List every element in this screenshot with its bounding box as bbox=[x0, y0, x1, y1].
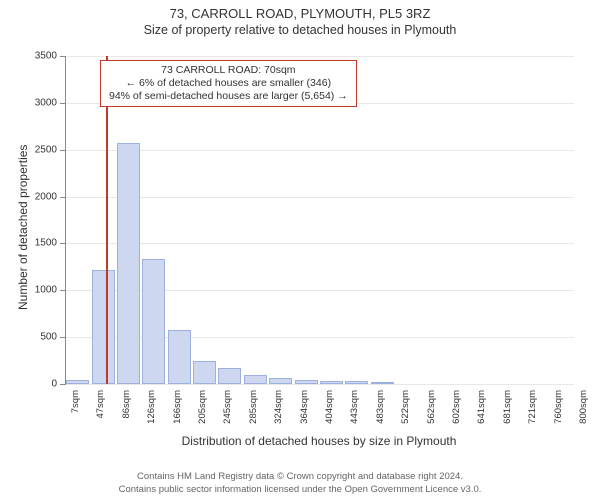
xtick-label: 86sqm bbox=[121, 390, 132, 435]
annotation-box: 73 CARROLL ROAD: 70sqm ← 6% of detached … bbox=[100, 60, 357, 107]
xtick-label: 602sqm bbox=[451, 390, 462, 435]
grid-line bbox=[66, 197, 574, 198]
ytick-label: 1500 bbox=[17, 238, 57, 249]
histogram-bar bbox=[142, 259, 165, 384]
ytick-mark bbox=[60, 56, 65, 57]
footer-line-1: Contains HM Land Registry data © Crown c… bbox=[0, 471, 600, 483]
xtick-label: 562sqm bbox=[426, 390, 437, 435]
grid-line bbox=[66, 150, 574, 151]
xtick-label: 7sqm bbox=[70, 390, 81, 435]
ytick-label: 3500 bbox=[17, 51, 57, 62]
chart-container: 73, CARROLL ROAD, PLYMOUTH, PL5 3RZ Size… bbox=[0, 0, 600, 500]
histogram-bar bbox=[295, 380, 318, 384]
ytick-mark bbox=[60, 243, 65, 244]
histogram-bar bbox=[244, 375, 267, 384]
annotation-line-2: ← 6% of detached houses are smaller (346… bbox=[109, 77, 348, 90]
xtick-label: 205sqm bbox=[197, 390, 208, 435]
xtick-label: 126sqm bbox=[146, 390, 157, 435]
ytick-mark bbox=[60, 150, 65, 151]
page-subtitle: Size of property relative to detached ho… bbox=[0, 23, 600, 37]
xtick-label: 800sqm bbox=[578, 390, 589, 435]
histogram-bar bbox=[371, 382, 394, 384]
xtick-label: 443sqm bbox=[349, 390, 360, 435]
histogram-bar bbox=[66, 380, 89, 384]
xtick-label: 760sqm bbox=[553, 390, 564, 435]
histogram-bar bbox=[168, 330, 191, 384]
ytick-label: 1000 bbox=[17, 285, 57, 296]
xtick-label: 404sqm bbox=[324, 390, 335, 435]
histogram-bar bbox=[345, 381, 368, 384]
ytick-mark bbox=[60, 103, 65, 104]
page-title: 73, CARROLL ROAD, PLYMOUTH, PL5 3RZ bbox=[0, 0, 600, 23]
grid-line bbox=[66, 56, 574, 57]
grid-line bbox=[66, 384, 574, 385]
histogram-bar bbox=[193, 361, 216, 384]
histogram-bar bbox=[218, 368, 241, 384]
footer-text: Contains HM Land Registry data © Crown c… bbox=[0, 471, 600, 496]
ytick-mark bbox=[60, 290, 65, 291]
xtick-label: 245sqm bbox=[222, 390, 233, 435]
xtick-label: 285sqm bbox=[248, 390, 259, 435]
xtick-label: 324sqm bbox=[273, 390, 284, 435]
footer-line-2: Contains public sector information licen… bbox=[0, 484, 600, 496]
histogram-bar bbox=[92, 270, 115, 384]
xtick-label: 364sqm bbox=[299, 390, 310, 435]
annotation-line-1: 73 CARROLL ROAD: 70sqm bbox=[109, 64, 348, 77]
ytick-label: 2000 bbox=[17, 191, 57, 202]
ytick-mark bbox=[60, 197, 65, 198]
ytick-label: 0 bbox=[17, 379, 57, 390]
histogram-bar bbox=[320, 381, 343, 384]
ytick-label: 2500 bbox=[17, 144, 57, 155]
xtick-label: 522sqm bbox=[400, 390, 411, 435]
xtick-label: 166sqm bbox=[172, 390, 183, 435]
ytick-label: 3000 bbox=[17, 97, 57, 108]
ytick-mark bbox=[60, 337, 65, 338]
annotation-line-3: 94% of semi-detached houses are larger (… bbox=[109, 90, 348, 103]
x-axis-label: Distribution of detached houses by size … bbox=[65, 434, 573, 448]
grid-line bbox=[66, 243, 574, 244]
ytick-mark bbox=[60, 384, 65, 385]
xtick-label: 641sqm bbox=[476, 390, 487, 435]
histogram-bar bbox=[117, 143, 140, 384]
xtick-label: 47sqm bbox=[95, 390, 106, 435]
histogram-bar bbox=[269, 378, 292, 384]
ytick-label: 500 bbox=[17, 332, 57, 343]
xtick-label: 483sqm bbox=[375, 390, 386, 435]
xtick-label: 681sqm bbox=[502, 390, 513, 435]
xtick-label: 721sqm bbox=[527, 390, 538, 435]
